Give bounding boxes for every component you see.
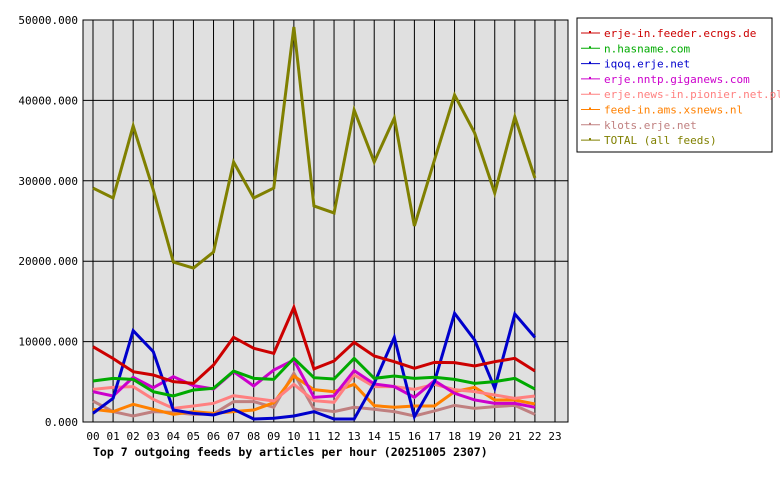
x-tick-label: 04 xyxy=(167,430,181,443)
legend-entry: erje-in.feeder.ecngs.de xyxy=(604,27,756,40)
y-tick-label: 40000.000 xyxy=(18,94,78,107)
y-tick-label: 50000.000 xyxy=(18,14,78,27)
x-tick-label: 05 xyxy=(187,430,200,443)
series-line xyxy=(92,372,536,410)
x-tick-label: 10 xyxy=(287,430,300,443)
x-tick-label: 15 xyxy=(388,430,401,443)
x-tick-label: 12 xyxy=(327,430,340,443)
x-tick-label: 18 xyxy=(448,430,461,443)
x-tick-label: 07 xyxy=(227,430,240,443)
legend-entry: klots.erje.net xyxy=(604,119,697,132)
x-tick-label: 23 xyxy=(548,430,561,443)
x-tick-label: 00 xyxy=(86,430,99,443)
x-tick-label: 21 xyxy=(508,430,521,443)
y-axis: 0.000 10000.000 20000.000 30000.000 40000.00… xyxy=(18,14,78,429)
y-tick-label: 10000.000 xyxy=(18,336,78,349)
x-tick-label: 06 xyxy=(207,430,220,443)
y-tick-label: 20000.000 xyxy=(18,255,78,268)
x-axis: 00 01 02 03 04 05 06 07 08 09 10 11 12 13 14 15 16 17 18 19… xyxy=(86,430,561,443)
legend-entry: feed-in.ams.xsnews.nl xyxy=(604,104,743,117)
x-tick-label: 13 xyxy=(348,430,361,443)
x-tick-label: 14 xyxy=(368,430,382,443)
series-lines xyxy=(92,26,537,421)
legend: erje-in.feeder.ecngs.de n.hasname.com iqoq… xyxy=(576,17,780,153)
legend-entry: TOTAL (all feeds) xyxy=(604,134,717,147)
x-tick-label: 22 xyxy=(528,430,541,443)
x-tick-label: 08 xyxy=(247,430,260,443)
x-tick-label: 02 xyxy=(127,430,140,443)
x-tick-label: 17 xyxy=(428,430,441,443)
legend-entry: erje.news-in.pionier.net.pl xyxy=(604,88,780,101)
x-tick-label: 19 xyxy=(468,430,481,443)
series-line xyxy=(92,303,536,385)
legend-entry: n.hasname.com xyxy=(604,42,690,55)
series-line xyxy=(92,310,537,421)
y-tick-label: 30000.000 xyxy=(18,175,78,188)
legend-entry: iqoq.erje.net xyxy=(604,58,690,71)
x-tick-label: 03 xyxy=(147,430,160,443)
y-tick-label: 0.000 xyxy=(45,416,78,429)
legend-entry: erje.nntp.giganews.com xyxy=(604,73,750,86)
grid xyxy=(83,19,568,423)
plot-background xyxy=(83,20,568,422)
x-tick-label: 20 xyxy=(488,430,501,443)
x-tick-label: 11 xyxy=(307,430,320,443)
plot-border xyxy=(82,19,569,423)
series-line xyxy=(92,356,536,398)
x-tick-label: 01 xyxy=(106,430,119,443)
chart-title: Top 7 outgoing feeds by articles per hou… xyxy=(93,445,488,459)
x-tick-label: 09 xyxy=(267,430,280,443)
legend-box xyxy=(576,17,773,153)
series-line xyxy=(92,26,537,270)
x-tick-label: 16 xyxy=(408,430,421,443)
